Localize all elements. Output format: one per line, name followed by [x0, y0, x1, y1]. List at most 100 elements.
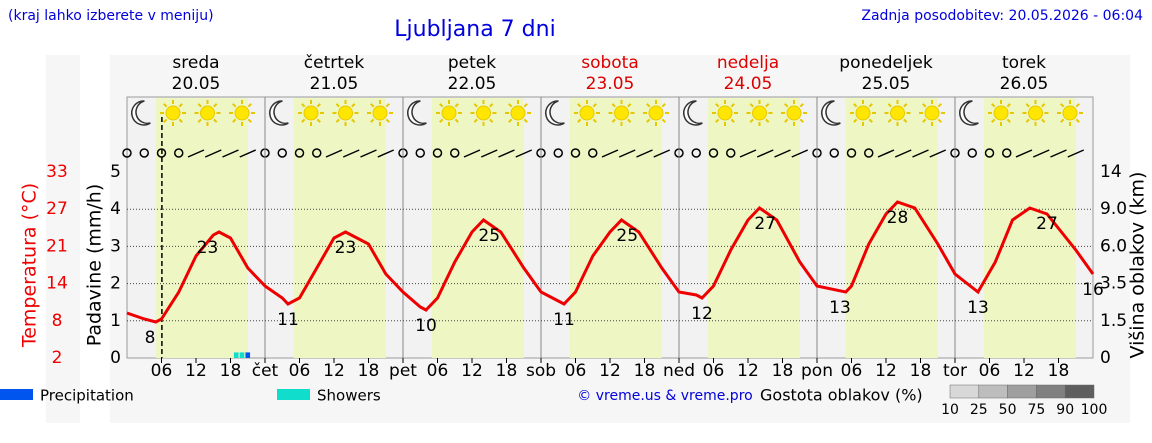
wind-barb [756, 149, 774, 158]
sun-ray [301, 103, 306, 108]
x-tick-label: pet [389, 361, 417, 381]
sun-ray [232, 118, 237, 123]
sun-icon [752, 105, 767, 121]
day-name: petek [448, 53, 496, 73]
sun-icon [890, 105, 905, 121]
sun-icon [441, 105, 457, 121]
temp-label: 8 [145, 328, 156, 348]
day-name: ponedeljek [839, 53, 933, 73]
calm-wind [277, 148, 287, 158]
sun-ray [370, 118, 375, 123]
precip-tick-label: 5 [110, 162, 121, 182]
wind-barb [774, 149, 791, 158]
sun-icon [786, 105, 802, 121]
calm-wind [846, 148, 857, 158]
x-tick-label: čet [252, 361, 279, 381]
wind-barb [739, 149, 757, 158]
wind-barb [1050, 149, 1067, 158]
x-tick-label: 06 [979, 361, 1001, 381]
calm-wind [588, 148, 598, 158]
sun-ray [523, 103, 528, 108]
cloud-height-tick-label: 0 [1100, 348, 1111, 368]
precip-tick-label: 0 [110, 348, 121, 368]
x-tick-label: sob [526, 361, 556, 381]
cloud-height-tick-label: 3.5 [1100, 274, 1127, 294]
sun-ray [611, 118, 616, 123]
precip-tick-label: 4 [110, 199, 121, 219]
sun-ray [1025, 118, 1030, 123]
sun-ray [1075, 118, 1080, 123]
sun-ray [887, 118, 892, 123]
wind-barb [636, 149, 653, 158]
sun-ray [301, 118, 306, 123]
sun-ray [749, 103, 754, 108]
day-date: 25.05 [862, 74, 911, 94]
sun-ray [1006, 103, 1011, 108]
sun-icon [476, 105, 491, 121]
sun-ray [247, 103, 252, 108]
daylight-band [845, 98, 938, 358]
sun-icon [855, 105, 871, 121]
sun-ray [489, 103, 494, 108]
sun-ray [715, 118, 720, 123]
update-time: Zadnja posodobitev: 20.05.2026 - 06:04 [861, 8, 1143, 24]
temperature-line [126, 200, 1095, 324]
x-tick-label: 06 [703, 361, 725, 381]
day-date: 21.05 [310, 74, 359, 94]
sun-ray [213, 118, 218, 123]
sun-ray [611, 103, 616, 108]
calm-wind [122, 148, 132, 158]
temp-label: 13 [967, 298, 989, 318]
precip-tick-label: 2 [110, 274, 121, 294]
temp-tick-label: 14 [46, 274, 68, 294]
sun-ray [868, 103, 873, 108]
calm-wind [553, 148, 563, 158]
x-tick-label: 18 [910, 361, 932, 381]
sun-ray [1006, 118, 1011, 123]
sun-ray [799, 103, 804, 108]
calm-wind [984, 148, 995, 158]
sun-ray [646, 118, 651, 123]
sun-icon [924, 105, 940, 121]
x-tick-label: 18 [772, 361, 794, 381]
sun-ray [765, 103, 770, 108]
sun-ray [163, 118, 168, 123]
sun-icon [510, 105, 526, 121]
sun-ray [1075, 103, 1080, 108]
x-tick-label: 12 [461, 361, 483, 381]
wind-barb [360, 149, 377, 158]
sun-ray [178, 118, 183, 123]
sun-icon [372, 105, 388, 121]
sun-ray [1025, 103, 1030, 108]
wind-barb [187, 149, 205, 158]
x-tick-label: 12 [737, 361, 759, 381]
sun-ray [715, 103, 720, 108]
sun-ray [627, 103, 632, 108]
cloud-legend-label: 75 [1027, 402, 1045, 418]
temp-label: 28 [887, 208, 909, 228]
sun-ray [335, 118, 340, 123]
sun-ray [799, 118, 804, 123]
x-tick-label: pon [801, 361, 833, 381]
daylight-band [983, 98, 1076, 358]
cloud-legend-box [1064, 384, 1095, 399]
cloud-height-tick-label: 14 [1100, 162, 1122, 182]
sun-ray [749, 118, 754, 123]
sun-ray [454, 118, 459, 123]
x-tick-label: tor [943, 361, 967, 381]
cloud-height-tick-label: 9.0 [1100, 199, 1127, 219]
sun-icon [1062, 105, 1078, 121]
sun-ray [922, 118, 927, 123]
wind-barb [929, 149, 947, 158]
cloud-legend-box [978, 384, 1008, 399]
day-date: 24.05 [724, 74, 773, 94]
sun-ray [454, 103, 459, 108]
wind-barb [377, 149, 395, 158]
cloud-legend-label: 25 [970, 402, 988, 418]
precip-bar [245, 352, 251, 358]
sun-ray [577, 103, 582, 108]
moon-icon [545, 100, 565, 126]
calm-wind [691, 148, 701, 158]
wind-barb [601, 149, 619, 158]
